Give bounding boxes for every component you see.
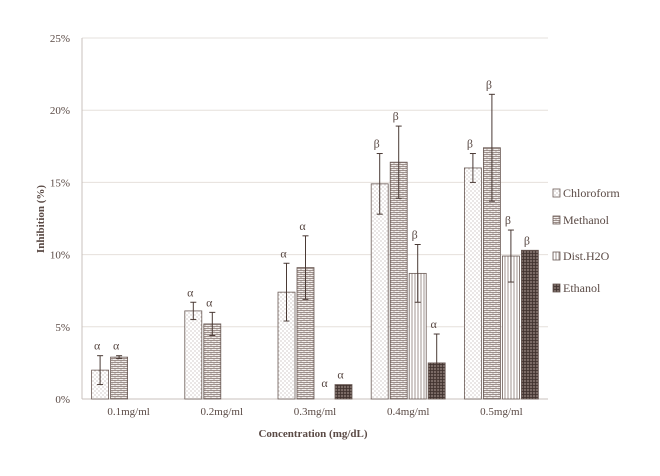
legend-swatch <box>552 215 561 225</box>
x-tick-label: 0.3mg/ml <box>294 406 336 418</box>
bars <box>91 147 539 400</box>
significance-label: β <box>467 137 473 151</box>
y-tick-label: 10% <box>50 250 70 262</box>
x-axis-title: Concentration (mg/dL) <box>258 428 367 440</box>
significance-label: α <box>206 295 213 309</box>
significance-label: α <box>187 285 194 299</box>
y-tick-label: 15% <box>50 177 70 189</box>
y-tick-label: 0% <box>55 394 70 406</box>
x-tick-label: 0.4mg/ml <box>387 406 429 418</box>
y-tick-label: 20% <box>50 105 70 117</box>
significance-label: β <box>374 137 380 151</box>
legend: Chloroform Methanol Dist.H2O Ethanol <box>552 186 620 295</box>
significance-label: α <box>321 376 328 390</box>
legend-label: Methanol <box>563 213 610 227</box>
bar <box>370 183 389 400</box>
bar <box>334 384 353 400</box>
significance-label: β <box>412 227 418 241</box>
tick-labels: 0% 5% 10% 15% 20% 25% 0.1mg/ml 0.2mg/ml 0.3mg/ml… <box>50 33 523 418</box>
bar <box>184 310 203 400</box>
y-axis-title: Inhibition (%) <box>35 185 47 253</box>
significance-label: α <box>113 339 120 353</box>
significance-label: β <box>524 233 530 247</box>
legend-swatch <box>552 251 561 261</box>
legend-label: Dist.H2O <box>563 249 610 263</box>
bar <box>463 167 482 400</box>
y-tick-label: 25% <box>50 33 70 45</box>
legend-label: Chloroform <box>563 186 620 200</box>
significance-label: α <box>299 219 306 233</box>
y-tick-label: 5% <box>55 322 70 334</box>
x-tick-label: 0.5mg/ml <box>480 406 522 418</box>
significance-label: α <box>337 368 344 382</box>
legend-label: Ethanol <box>563 281 601 295</box>
error-bars <box>97 93 514 393</box>
significance-label: β <box>505 213 511 227</box>
significance-label: β <box>393 109 399 123</box>
bar <box>521 249 539 400</box>
significance-label: α <box>280 246 287 260</box>
bar <box>110 356 128 400</box>
significance-label: β <box>486 77 492 91</box>
x-tick-label: 0.2mg/ml <box>201 406 243 418</box>
significance-label: α <box>431 317 438 331</box>
x-tick-label: 0.1mg/ml <box>107 406 149 418</box>
significance-label: α <box>94 339 101 353</box>
legend-swatch <box>552 283 561 293</box>
legend-swatch <box>552 188 561 198</box>
